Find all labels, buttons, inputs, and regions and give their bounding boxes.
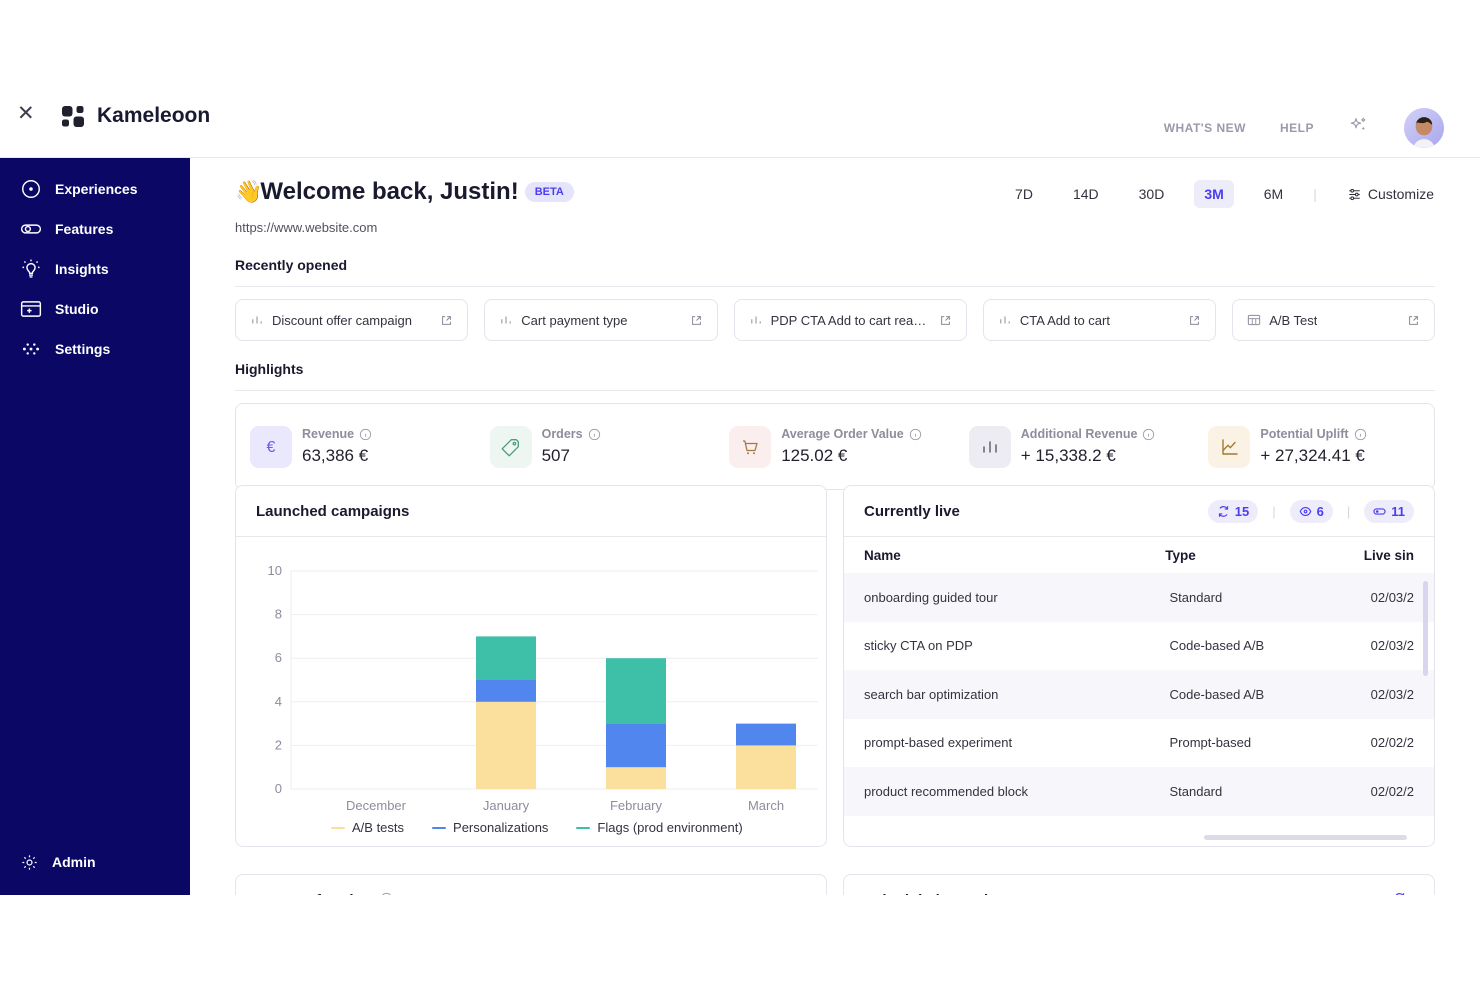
svg-text:February: February [610,798,663,813]
svg-text:8: 8 [275,607,282,622]
svg-text:0: 0 [275,781,282,796]
svg-text:10: 10 [268,563,282,578]
svg-text:2: 2 [275,737,282,752]
svg-text:4: 4 [275,694,282,709]
svg-text:March: March [748,798,784,813]
svg-text:December: December [346,798,407,813]
svg-text:6: 6 [275,650,282,665]
svg-text:€: € [267,439,276,456]
svg-text:January: January [483,798,530,813]
